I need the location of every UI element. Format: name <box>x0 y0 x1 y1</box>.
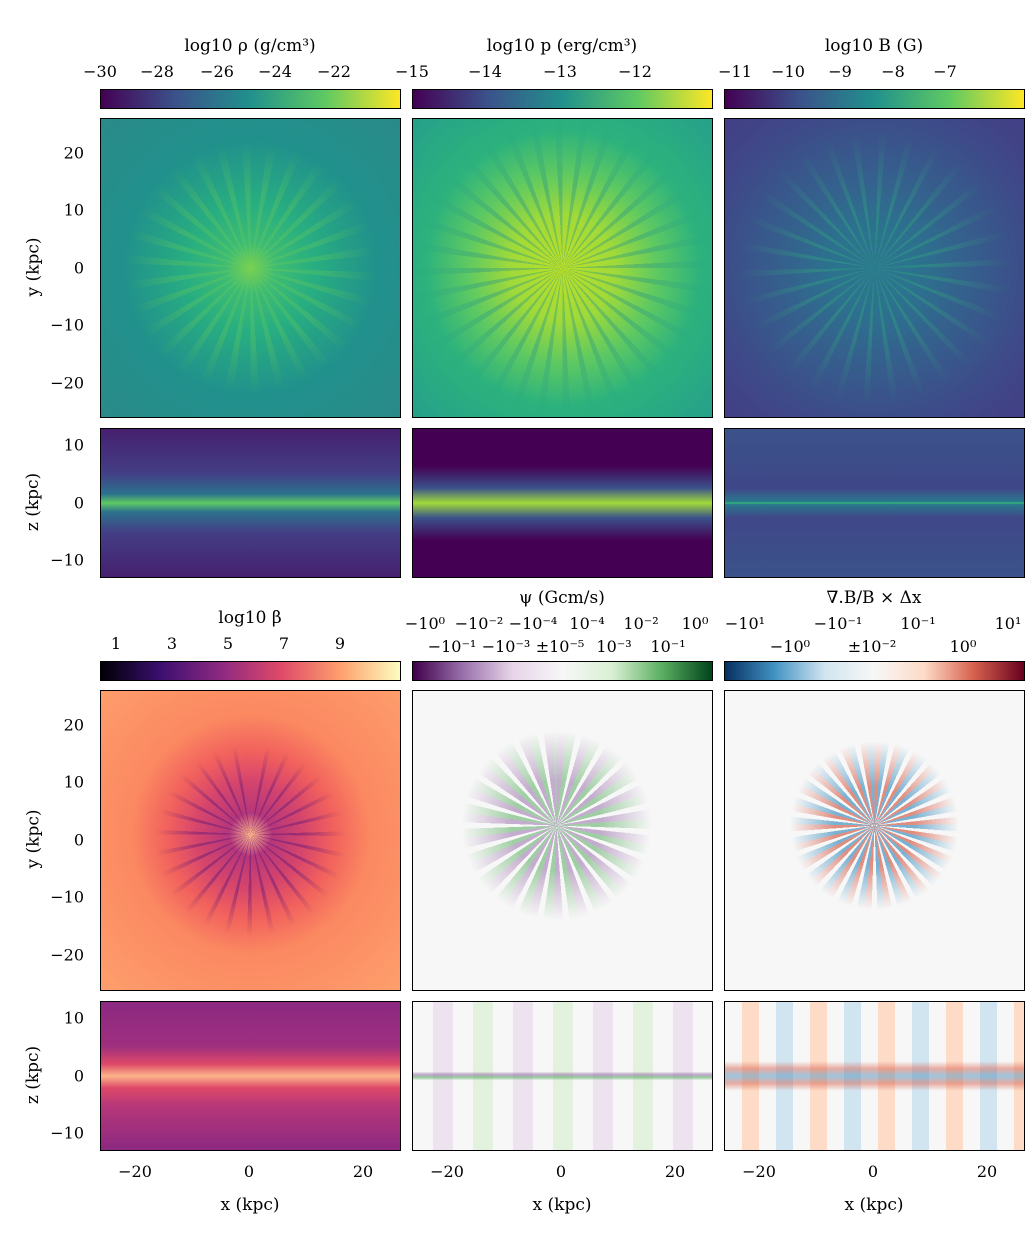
title-psi: ψ (Gcm/s) <box>519 588 605 608</box>
colorbar-tick-label: 9 <box>334 634 346 653</box>
y-tick-label: 20 <box>63 143 84 163</box>
bfield-xy-map <box>724 118 1025 418</box>
xlabel-3: x (kpc) <box>844 1195 904 1215</box>
x-tick-label: −20 <box>430 1162 464 1181</box>
ylabel-xz-bottom: z (kpc) <box>23 1045 44 1105</box>
colorbar-tick-label: −30 <box>83 62 117 81</box>
pressure-xz-map <box>412 428 713 578</box>
density-xy-map <box>100 118 401 418</box>
x-tick-label: 0 <box>243 1162 255 1181</box>
colorbar-tick-label: −10 <box>771 62 805 81</box>
ylabel-xz-top: z (kpc) <box>23 472 44 532</box>
title-pressure: log10 p (erg/cm³) <box>486 36 638 56</box>
colorbar-tick-label: ±10⁻² <box>847 637 897 656</box>
xlabel-1: x (kpc) <box>220 1195 280 1215</box>
y-tick-label: 0 <box>73 830 84 850</box>
beta-xz-map <box>100 1001 401 1151</box>
colorbar-tick-label: −13 <box>543 62 577 81</box>
title-bfield: log10 B (G) <box>824 36 924 56</box>
colorbar-tick-label: ±10⁻⁵ <box>535 637 585 656</box>
x-tick-label: −20 <box>118 1162 152 1181</box>
y-tick-label: −20 <box>50 373 84 393</box>
colorbar-tick-label: −10⁻¹ <box>427 637 477 656</box>
y-tick-label: 0 <box>73 258 84 278</box>
y-tick-label: 10 <box>63 200 84 220</box>
colorbar-tick-label: 10¹ <box>994 614 1022 633</box>
colorbar-pressure <box>412 89 713 109</box>
x-tick-label: 20 <box>352 1162 374 1181</box>
xlabel-2: x (kpc) <box>532 1195 592 1215</box>
x-tick-label: 20 <box>664 1162 686 1181</box>
colorbar-tick-label: −14 <box>468 62 502 81</box>
colorbar-tick-label: −11 <box>718 62 752 81</box>
colorbar-tick-label: −28 <box>140 62 174 81</box>
colorbar-tick-label: −10⁻² <box>454 614 504 633</box>
x-tick-label: −20 <box>742 1162 776 1181</box>
colorbar-beta <box>100 661 401 681</box>
colorbar-tick-label: −24 <box>258 62 292 81</box>
y-tick-label: −10 <box>50 887 84 907</box>
title-beta: log10 β <box>218 608 282 628</box>
z-tick-label: 10 <box>63 435 84 455</box>
y-tick-label: 10 <box>63 772 84 792</box>
colorbar-tick-label: −10⁻³ <box>481 637 531 656</box>
colorbar-bfield <box>724 89 1025 109</box>
title-density: log10 ρ (g/cm³) <box>184 36 316 56</box>
colorbar-tick-label: 10⁻² <box>623 614 659 633</box>
colorbar-density <box>100 89 401 109</box>
ylabel-xy-bottom: y (kpc) <box>23 809 44 869</box>
colorbar-tick-label: −22 <box>317 62 351 81</box>
z-tick-label: −10 <box>50 1123 84 1143</box>
x-tick-label: 0 <box>867 1162 879 1181</box>
z-tick-label: −10 <box>50 550 84 570</box>
divb-xz-map <box>724 1001 1025 1151</box>
y-tick-label: −20 <box>50 945 84 965</box>
colorbar-tick-label: −10⁻¹ <box>813 614 863 633</box>
pressure-xy-map <box>412 118 713 418</box>
colorbar-tick-label: −10⁻⁴ <box>508 614 558 633</box>
colorbar-tick-label: −10¹ <box>724 614 766 633</box>
colorbar-tick-label: 1 <box>110 634 122 653</box>
colorbar-tick-label: −15 <box>395 62 429 81</box>
psi-xz-map <box>412 1001 713 1151</box>
colorbar-tick-label: −7 <box>933 62 957 81</box>
colorbar-tick-label: 10⁻¹ <box>650 637 686 656</box>
colorbar-tick-label: 10⁰ <box>949 637 977 656</box>
colorbar-tick-label: −12 <box>618 62 652 81</box>
psi-xy-map <box>412 690 713 991</box>
bfield-xz-map <box>724 428 1025 578</box>
x-tick-label: 0 <box>555 1162 567 1181</box>
colorbar-tick-label: −9 <box>828 62 852 81</box>
beta-xy-map <box>100 690 401 991</box>
ylabel-xy-top: y (kpc) <box>23 237 44 297</box>
divb-xy-map <box>724 690 1025 991</box>
colorbar-tick-label: −26 <box>200 62 234 81</box>
y-tick-label: 20 <box>63 715 84 735</box>
colorbar-tick-label: 10⁻³ <box>596 637 632 656</box>
colorbar-tick-label: −10⁰ <box>404 614 446 633</box>
z-tick-label: 0 <box>73 1066 84 1086</box>
colorbar-tick-label: 10⁻⁴ <box>569 614 605 633</box>
colorbar-tick-label: 3 <box>166 634 178 653</box>
colorbar-tick-label: 10⁻¹ <box>900 614 936 633</box>
colorbar-tick-label: −8 <box>881 62 905 81</box>
y-tick-label: −10 <box>50 315 84 335</box>
z-tick-label: 10 <box>63 1008 84 1028</box>
colorbar-tick-label: 10⁰ <box>681 614 709 633</box>
density-xz-map <box>100 428 401 578</box>
colorbar-tick-label: 5 <box>222 634 234 653</box>
colorbar-tick-label: 7 <box>278 634 290 653</box>
colorbar-tick-label: −10⁰ <box>769 637 811 656</box>
colorbar-psi <box>412 661 713 681</box>
colorbar-divb <box>724 661 1025 681</box>
title-divb: ∇.B/B × Δx <box>826 588 922 608</box>
x-tick-label: 20 <box>976 1162 998 1181</box>
z-tick-label: 0 <box>73 493 84 513</box>
